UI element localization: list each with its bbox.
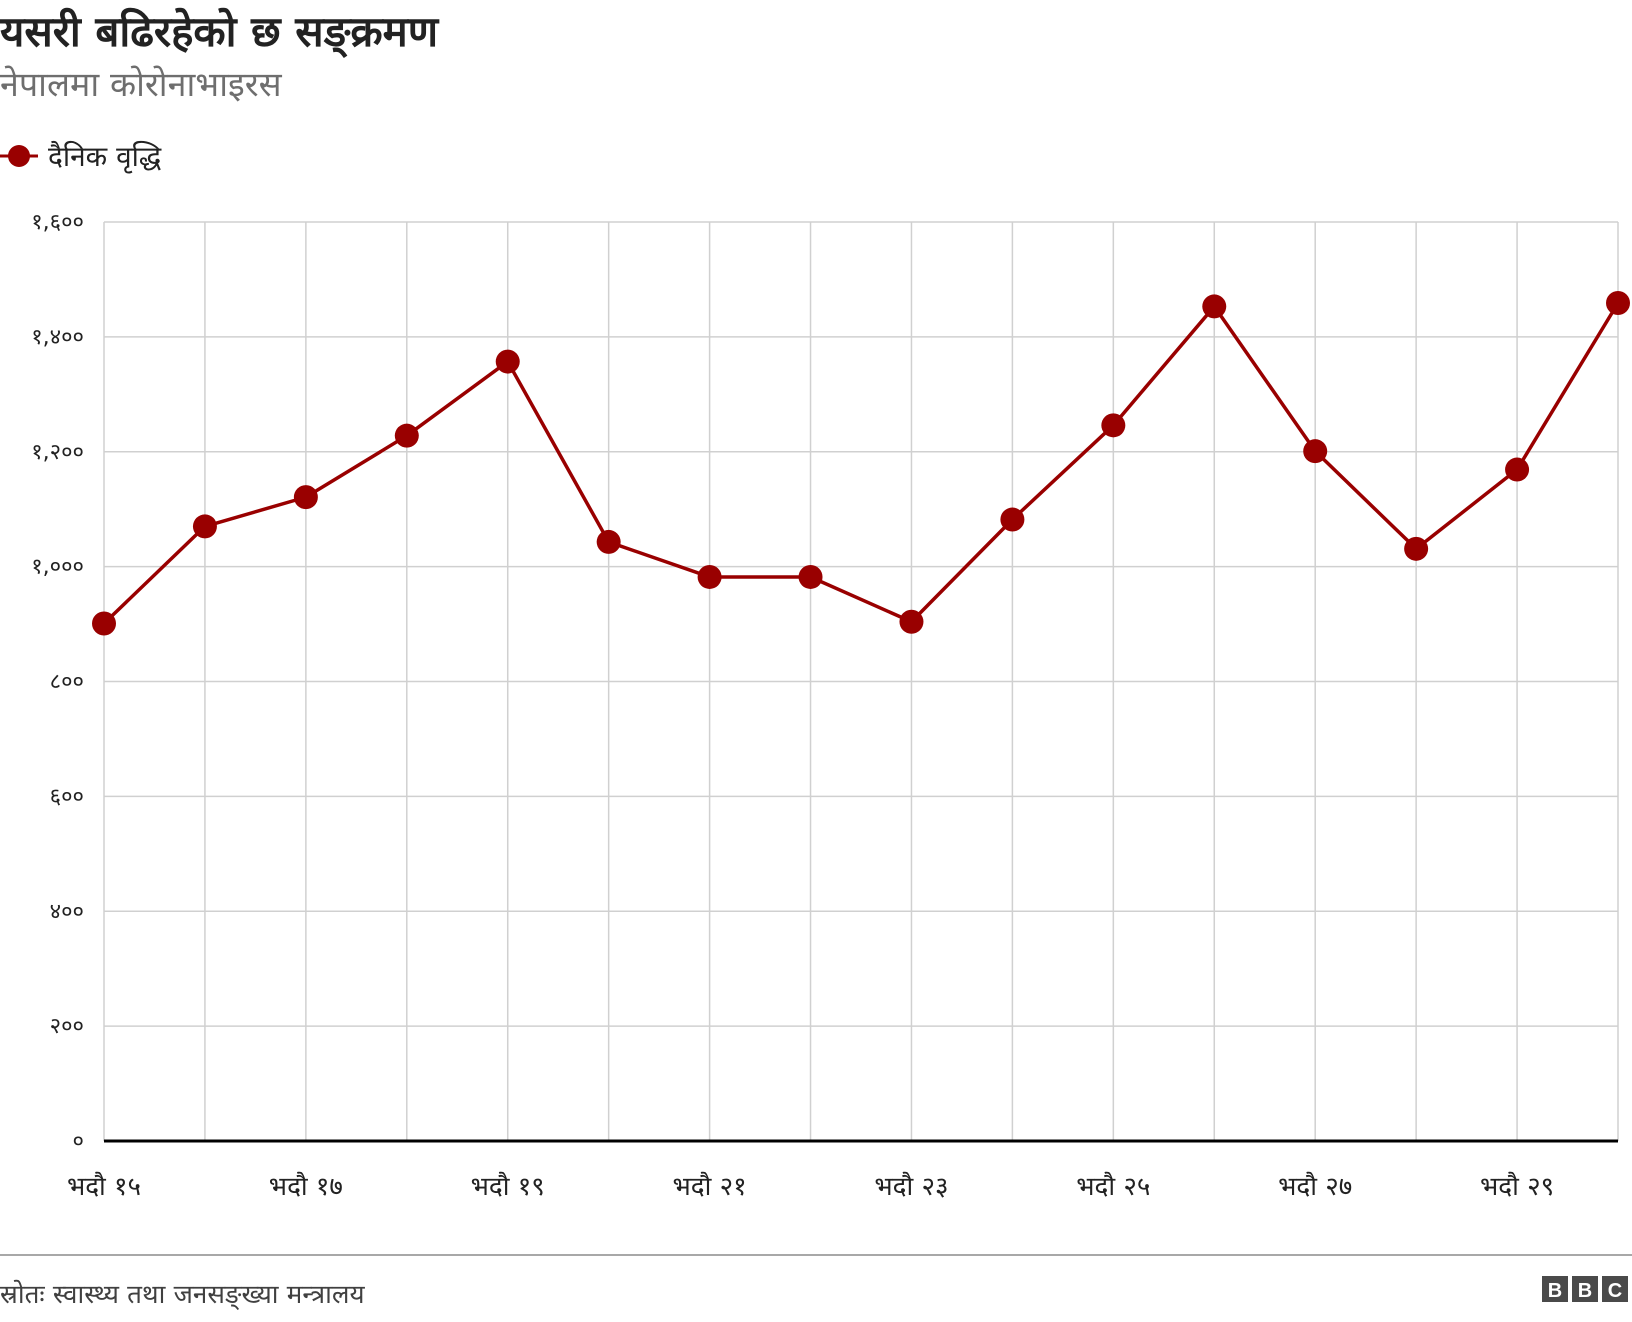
data-point <box>697 564 722 589</box>
y-axis-labels: ० २०० ४०० ६०० ८०० १,००० १,२०० १,४०० १,६०० <box>31 210 84 1154</box>
data-point <box>1606 290 1630 315</box>
x-tick-label: भदौ २५ <box>1076 1171 1150 1202</box>
y-tick-label: ० <box>73 1129 84 1154</box>
y-tick-label: १,२०० <box>31 440 84 465</box>
legend-label: दैनिक वृद्धि <box>48 140 162 174</box>
y-tick-label: ८०० <box>50 670 84 695</box>
logo-letter-3: C <box>1608 1280 1622 1302</box>
bbc-logo: B B C <box>1542 1276 1628 1302</box>
data-point <box>92 611 116 636</box>
logo-letter-2: B <box>1578 1280 1592 1302</box>
series-line <box>102 302 1620 625</box>
data-point <box>798 564 823 589</box>
data-point <box>899 609 924 634</box>
data-point <box>192 514 217 539</box>
data-point <box>293 485 318 510</box>
data-point <box>1000 507 1025 532</box>
y-tick-label: ४०० <box>50 899 84 924</box>
data-point <box>394 423 419 448</box>
x-tick-label: भदौ २९ <box>1480 1171 1554 1202</box>
series-line-group <box>92 290 1630 636</box>
data-point <box>1202 294 1227 319</box>
y-tick-label: ६०० <box>50 784 84 809</box>
x-axis-labels: भदौ १५ भदौ १७ भदौ १९ भदौ २१ भदौ २३ भदौ २५ भदौ … <box>67 1171 1554 1202</box>
legend: दैनिक वृद्धि <box>0 140 162 174</box>
data-point <box>1404 536 1429 561</box>
y-tick-label: १,४०० <box>31 325 84 350</box>
y-tick-label: १,६०० <box>31 210 84 235</box>
data-point <box>1303 439 1328 464</box>
data-point <box>495 349 520 374</box>
logo-block-1 <box>1542 1276 1568 1302</box>
source-note: स्रोतः स्वास्थ्य तथा जनसङ्ख्या मन्त्रालय <box>0 1279 365 1310</box>
data-point <box>1101 413 1126 438</box>
logo-block-2 <box>1572 1276 1598 1302</box>
y-tick-label: १,००० <box>31 555 84 580</box>
legend-dot-marker <box>8 145 30 167</box>
logo-block-3 <box>1602 1276 1628 1302</box>
gridlines <box>103 221 1619 1141</box>
logo-letter-1: B <box>1548 1280 1562 1302</box>
chart-subtitle: नेपालमा कोरोनाभाइरस <box>0 65 283 105</box>
data-point <box>596 529 621 554</box>
x-tick-label: भदौ २७ <box>1278 1171 1352 1202</box>
chart-title: यसरी बढिरहेको छ सङ्क्रमण <box>0 7 440 58</box>
x-tick-label: भदौ १५ <box>67 1171 141 1202</box>
x-tick-label: भदौ २१ <box>673 1171 747 1202</box>
x-tick-label: भदौ १९ <box>471 1171 545 1202</box>
x-tick-label: भदौ १७ <box>269 1171 343 1202</box>
y-tick-label: २०० <box>50 1014 84 1039</box>
data-point <box>1505 457 1530 482</box>
x-tick-label: भदौ २३ <box>874 1171 948 1202</box>
